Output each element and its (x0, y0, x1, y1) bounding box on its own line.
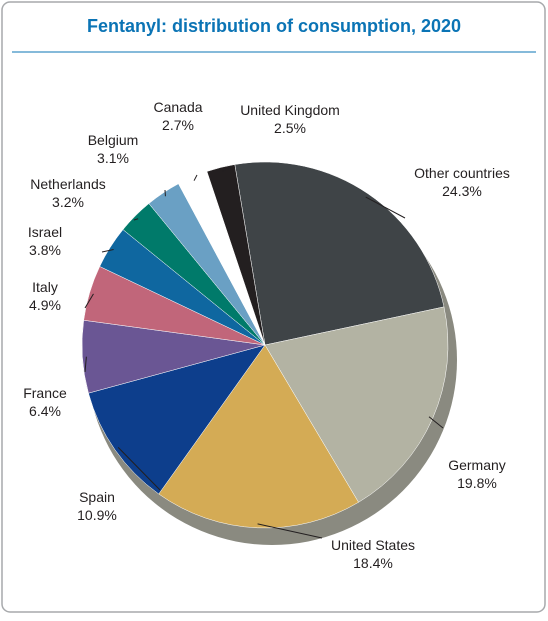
slice-value: 2.5% (274, 120, 306, 136)
slice-value: 24.3% (442, 183, 482, 199)
slice-label: Germany (448, 457, 506, 473)
slice-label: Other countries (414, 165, 510, 181)
slice-label: France (23, 385, 67, 401)
slice-value: 3.2% (52, 194, 84, 210)
slice-label: Israel (28, 224, 62, 240)
slice-label: Canada (153, 99, 202, 115)
slice-label: United Kingdom (240, 102, 340, 118)
slice-value: 2.7% (162, 117, 194, 133)
slice-label: Belgium (88, 132, 139, 148)
slice-label: Netherlands (30, 176, 106, 192)
slice-label: United States (331, 537, 415, 553)
slice-value: 19.8% (457, 475, 497, 491)
slice-value: 18.4% (353, 555, 393, 571)
slice-value: 3.1% (97, 150, 129, 166)
slice-value: 10.9% (77, 507, 117, 523)
slice-label: Italy (32, 279, 58, 295)
slice-value: 4.9% (29, 297, 61, 313)
slice-value: 6.4% (29, 403, 61, 419)
slice-value: 3.8% (29, 242, 61, 258)
slice-label: Spain (79, 489, 115, 505)
chart-title: Fentanyl: distribution of consumption, 2… (87, 16, 461, 36)
